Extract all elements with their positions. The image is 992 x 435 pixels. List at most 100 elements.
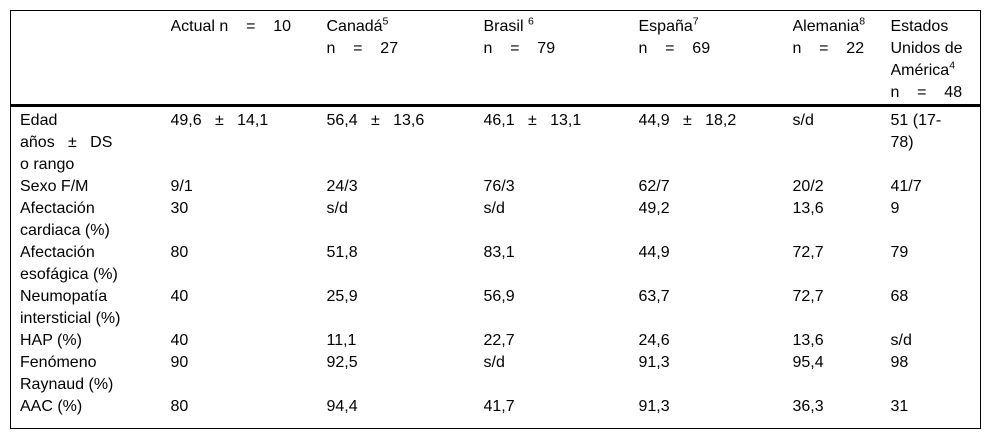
row-label-cell: HAP (%) [20,332,82,349]
row-label-cell: AAC (%) [20,398,83,415]
header-line: n = 69 [639,38,793,60]
header-line: Brasil 6 [484,16,639,38]
value-cell: 68 [890,288,909,305]
row-label-cell: Neumopatía intersticial (%) [20,288,121,327]
value-cell: 41/7 [890,178,922,195]
header-line: Estados [891,16,981,38]
header-line: América4 [891,60,981,82]
header-text: Unidos de [890,40,963,57]
row-label-cell: Afectación esofágica (%) [20,244,118,283]
value-cell: 24,6 [638,332,670,349]
header-line: Actual n = 10 [171,16,327,38]
value-cell: 13,6 [792,200,824,217]
header-text: n = 79 [483,40,556,57]
value-cell: 51 (17- 78) [890,112,942,151]
value-cell: 41,7 [483,398,515,415]
value-cell: 49,6 ± 14,1 [170,112,269,129]
value-cell: 44,9 ± 18,2 [638,112,737,129]
value-cell: 24/3 [326,178,358,195]
table-header: Actual n = 10 Canadá5 n = 27 Brasil 6 n = 79… [10,10,981,107]
header-line: n = 22 [793,38,891,60]
value-cell: 83,1 [483,244,515,261]
header-text: Brasil [483,18,528,35]
column-header-canada: Canadá5 n = 27 [326,10,484,107]
header-text: España [638,18,693,35]
comparison-table: Actual n = 10 Canadá5 n = 27 Brasil 6 n = 79… [10,10,981,429]
header-text: Estados [890,18,949,35]
reference-superscript: 8 [859,15,866,28]
value-cell: 25,9 [326,288,358,305]
column-header-espana: España7 n = 69 [638,10,793,107]
value-cell: 13,6 [792,332,824,349]
value-cell: 31 [890,398,909,415]
header-text: América [890,62,950,79]
column-header-brasil: Brasil 6 n = 79 [483,10,639,107]
row-label-cell: Edad años ± DS o rango [20,112,113,173]
value-cell: 11,1 [326,332,357,349]
value-cell: 46,1 ± 13,1 [483,112,582,129]
value-cell: 91,3 [638,354,670,371]
header-line: n = 27 [327,38,484,60]
value-cell: 80 [170,244,189,261]
value-cell: 44,9 [638,244,670,261]
value-cell: 98 [890,354,909,371]
header-line: Canadá5 [327,16,484,38]
value-cell: s/d [483,354,505,371]
table-row: Edad años ± DS o rango 49,6 ± 14,1 56,4 ± … [11,106,981,177]
value-cell: 20/2 [792,178,824,195]
table-header-row: Actual n = 10 Canadá5 n = 27 Brasil 6 n = 79… [10,10,981,107]
header-line: n = 79 [484,38,639,60]
column-header-estados-unidos-de-america: Estados Unidos de América4 n = 48 [890,10,981,107]
value-cell: 56,4 ± 13,6 [326,112,425,129]
row-label-cell: Afectación cardiaca (%) [20,200,110,239]
value-cell: 56,9 [483,288,515,305]
value-cell: 36,3 [792,398,824,415]
header-text: Actual n = 10 [170,18,292,35]
reference-superscript: 5 [382,15,389,28]
header-text: Alemania [792,18,860,35]
value-cell: 51,8 [326,244,358,261]
value-cell: 72,7 [792,244,824,261]
value-cell: 91,3 [638,398,670,415]
value-cell: 30 [170,200,189,217]
value-cell: 80 [170,398,189,415]
value-cell: s/d [792,112,814,129]
value-cell: 76/3 [483,178,515,195]
header-line: Alemania8 [793,16,891,38]
value-cell: 95,4 [792,354,824,371]
value-cell: 92,5 [326,354,358,371]
value-cell: 49,2 [638,200,670,217]
value-cell: 63,7 [638,288,670,305]
value-cell: 9 [890,200,900,217]
value-cell: 90 [170,354,189,371]
value-cell: 22,7 [483,332,515,349]
header-line: Unidos de [891,38,981,60]
value-cell: 62/7 [638,178,670,195]
value-cell: s/d [483,200,505,217]
value-cell: 72,7 [792,288,824,305]
row-label-column-header [10,10,171,107]
value-cell: 9/1 [170,178,193,195]
table-body: Edad años ± DS o rango 49,6 ± 14,1 56,4 ± … [11,106,981,429]
table-row: Afectación cardiaca (%) 30 s/d s/d 49,2 13,6 9 [11,198,981,242]
value-cell: s/d [326,200,348,217]
row-label-cell: Sexo F/M [20,178,89,195]
value-cell: 79 [890,244,909,261]
reference-superscript: 6 [527,15,534,28]
table-row: Afectación esofágica (%) 80 51,8 83,1 44,9 72… [11,242,981,286]
column-header-alemania: Alemania8 n = 22 [792,10,891,107]
header-line: España7 [639,16,793,38]
reference-superscript: 4 [949,59,956,72]
header-text: Canadá [326,18,383,35]
table-row: HAP (%) 40 11,1 22,7 24,6 13,6 s/d [11,330,981,352]
value-cell: s/d [890,332,912,349]
row-label-cell: Fenómeno Raynaud (%) [20,354,114,393]
value-cell: 40 [170,332,189,349]
table-row: AAC (%) 80 94,4 41,7 91,3 36,3 31 [11,396,981,429]
reference-superscript: 7 [692,15,699,28]
header-text: n = 27 [326,40,399,57]
value-cell: 40 [170,288,189,305]
header-line: n = 48 [891,82,981,103]
table-row: Neumopatía intersticial (%) 40 25,9 56,9 63,… [11,286,981,330]
